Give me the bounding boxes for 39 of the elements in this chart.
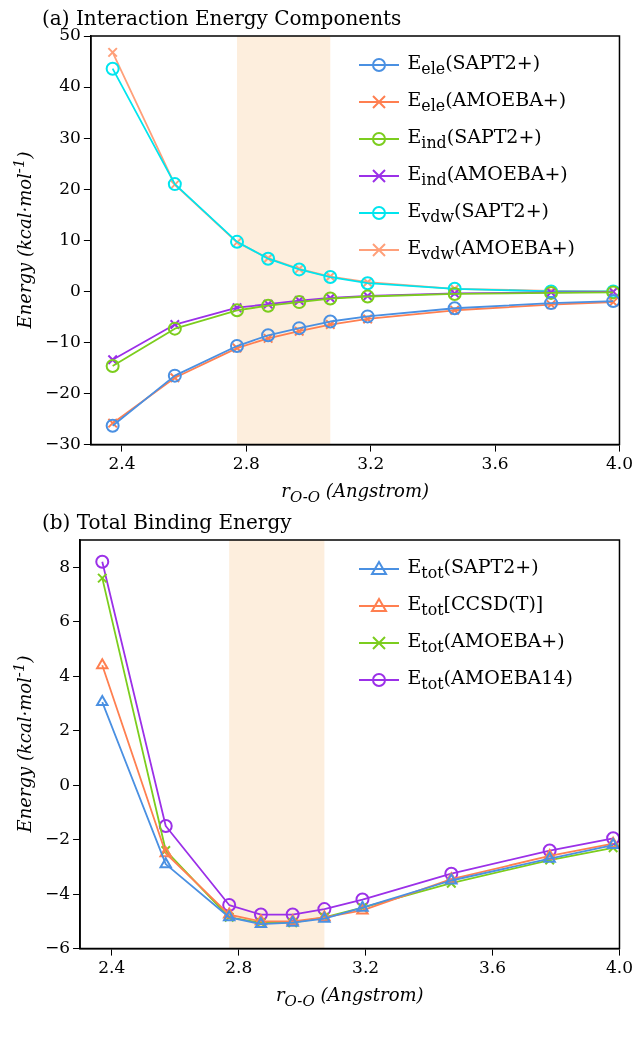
- y-tick-label: 6: [59, 610, 71, 631]
- x-tick-label: 4.0: [605, 453, 634, 474]
- x-tick-label: 3.2: [357, 453, 385, 474]
- y-tick-label: −10: [44, 330, 81, 351]
- x-tick-label: 2.4: [108, 453, 136, 474]
- y-tick-label: −30: [44, 433, 81, 454]
- legend-label: E$_{vdw}$(AMOEBA+): [407, 236, 576, 263]
- chart-title: (b) Total Binding Energy: [42, 510, 293, 535]
- y-tick-label: 20: [59, 177, 81, 198]
- x-tick-label: 2.8: [232, 453, 260, 474]
- x-tick-label: 4.0: [605, 957, 634, 978]
- y-tick-label: 40: [59, 75, 81, 96]
- legend-label: E$_{ele}$(SAPT2+): [407, 51, 541, 78]
- x-axis-title: r$_{O-O}$ (Angstrom): [281, 480, 430, 506]
- x-tick-label: 2.4: [98, 957, 126, 978]
- x-axis-title: r$_{O-O}$ (Angstrom): [275, 984, 424, 1010]
- y-tick-label: 30: [59, 126, 81, 147]
- legend-label: E$_{tot}$(AMOEBA14): [407, 666, 573, 693]
- legend-label: E$_{tot}$(SAPT2+): [407, 555, 539, 582]
- y-tick-label: 2: [59, 719, 71, 740]
- x-tick-label: 3.6: [481, 453, 509, 474]
- legend-label: E$_{tot}$(AMOEBA+): [407, 629, 565, 656]
- legend-label: E$_{vdw}$(SAPT2+): [407, 199, 549, 226]
- y-tick-label: 0: [70, 279, 81, 300]
- legend-label: E$_{ele}$(AMOEBA+): [407, 88, 567, 115]
- x-tick-label: 2.8: [225, 957, 253, 978]
- y-tick-label: −4: [45, 882, 71, 903]
- y-tick-label: −6: [45, 937, 71, 958]
- y-tick-label: 0: [59, 773, 71, 794]
- legend-label: E$_{tot}$[CCSD(T)]: [407, 592, 544, 619]
- x-tick-label: 3.6: [479, 957, 507, 978]
- y-tick-label: −2: [45, 828, 71, 849]
- y-tick-label: −20: [44, 381, 81, 402]
- y-tick-label: 10: [59, 228, 81, 249]
- legend-label: E$_{ind}$(AMOEBA+): [407, 162, 568, 189]
- y-tick-label: 4: [59, 664, 71, 685]
- legend-label: E$_{ind}$(SAPT2+): [407, 125, 542, 152]
- y-tick-label: 8: [59, 555, 71, 576]
- x-tick-label: 3.2: [352, 957, 380, 978]
